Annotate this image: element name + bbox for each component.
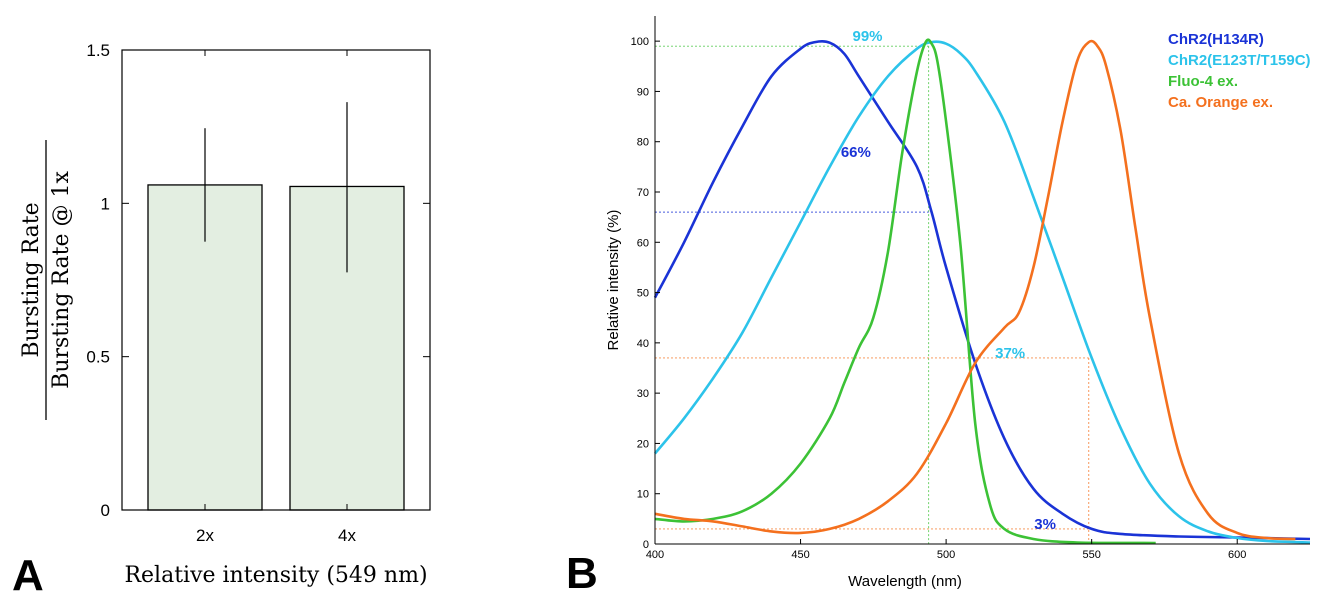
y-tick-label: 60 — [637, 237, 649, 249]
series-line-chr2-e123t-t159c- — [653, 40, 1311, 544]
panel-b-ylabel: Relative intensity (%) — [605, 210, 622, 351]
panel-a-bar-chart: 0 0.5 1 1.5 2x 4x Bursting Rate Bursting Rat… — [12, 41, 431, 594]
series-line-fluo-4-ex- — [654, 38, 1156, 545]
annotation-label: 3% — [1034, 516, 1056, 533]
ylabel-denominator: Bursting Rate @ 1x — [49, 171, 74, 389]
y-tick-label: 50 — [637, 288, 649, 300]
panel-b-line-chart: 0 10 20 30 40 50 60 70 80 90 100 400 450 500 550 600 9… — [566, 16, 1311, 594]
x-tick-label: 2x — [196, 526, 214, 545]
x-tick-label: 450 — [791, 549, 809, 561]
panel-a-xlabel: Relative intensity (549 nm) — [124, 563, 427, 588]
annotation-label: 99% — [852, 28, 882, 45]
legend-entry: Ca. Orange ex. — [1168, 94, 1273, 111]
y-tick-label: 0 — [101, 501, 110, 520]
y-tick-label: 40 — [637, 338, 649, 350]
y-tick-label: 80 — [637, 137, 649, 149]
legend-entry: ChR2(H134R) — [1168, 31, 1264, 48]
panel-a-letter: A — [12, 551, 44, 594]
ylabel-numerator: Bursting Rate — [19, 202, 44, 357]
y-tick-label: 0.5 — [86, 348, 110, 367]
y-tick-label: 30 — [637, 388, 649, 400]
y-tick-label: 90 — [637, 86, 649, 98]
x-tick-label: 400 — [646, 549, 664, 561]
y-tick-label: 70 — [637, 187, 649, 199]
y-tick-label: 1.5 — [86, 41, 110, 60]
legend-entry: ChR2(E123T/T159C) — [1168, 52, 1311, 69]
panel-b-letter: B — [566, 549, 598, 594]
x-tick-label: 4x — [338, 526, 356, 545]
series-line-ca-orange-ex- — [654, 39, 1296, 541]
y-tick-label: 20 — [637, 438, 649, 450]
y-tick-label: 100 — [631, 36, 649, 48]
y-tick-label: 0 — [643, 539, 649, 551]
annotation-label: 37% — [995, 345, 1025, 362]
panel-a-ylabel: Bursting Rate Bursting Rate @ 1x — [19, 140, 74, 420]
x-tick-label: 600 — [1228, 549, 1246, 561]
annotation-label: 66% — [841, 144, 871, 161]
panel-b-xlabel: Wavelength (nm) — [848, 573, 962, 590]
y-tick-label: 1 — [101, 194, 110, 213]
y-tick-label: 10 — [637, 489, 649, 501]
series-line-chr2-h134r- — [653, 39, 1311, 541]
panel-a-plot-frame — [121, 49, 431, 511]
x-tick-label: 550 — [1082, 549, 1100, 561]
panel-b-legend: ChR2(H134R) ChR2(E123T/T159C) Fluo-4 ex. Ca… — [1168, 31, 1311, 111]
x-tick-label: 500 — [937, 549, 955, 561]
legend-entry: Fluo-4 ex. — [1168, 73, 1238, 90]
